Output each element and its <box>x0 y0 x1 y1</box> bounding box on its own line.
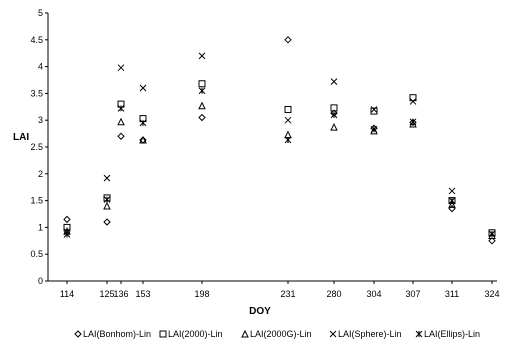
data-point-square <box>370 107 378 115</box>
data-point-triangle <box>103 201 111 210</box>
axes <box>47 13 497 282</box>
legend-label: LAI(Ellips)-Lin <box>424 329 480 339</box>
data-point-star <box>117 105 125 112</box>
x-tick-label: 307 <box>405 289 420 299</box>
data-point-x <box>198 52 206 60</box>
data-points <box>63 36 496 245</box>
legend-marker-star <box>415 330 423 338</box>
y-tick-label: 0 <box>38 276 43 286</box>
x-tick-label: 231 <box>280 289 295 299</box>
legend-marker-square <box>159 330 167 338</box>
data-point-square <box>330 104 338 112</box>
data-point-star <box>448 197 456 204</box>
legend-marker-triangle <box>241 329 249 338</box>
x-tick-label: 125 <box>99 289 114 299</box>
x-tick-label: 280 <box>326 289 341 299</box>
data-point-triangle <box>117 117 125 126</box>
legend-marker-x <box>329 330 337 338</box>
data-point-x <box>409 98 417 105</box>
data-point-triangle <box>139 135 147 144</box>
legend-label: LAI(Bonhom)-Lin <box>83 329 151 339</box>
y-tick-label: 1.5 <box>30 196 43 206</box>
data-point-triangle <box>330 123 338 131</box>
data-point-star <box>139 119 147 127</box>
data-point-triangle <box>198 101 206 110</box>
x-tick-label: 304 <box>366 289 381 299</box>
data-point-star <box>198 87 206 95</box>
data-point-diamond <box>63 215 71 224</box>
data-point-square <box>198 80 206 88</box>
data-point-star <box>370 125 378 133</box>
y-tick-label: 3.5 <box>30 88 43 98</box>
data-point-diamond <box>117 132 125 140</box>
x-tick-label: 136 <box>113 289 128 299</box>
data-point-square <box>409 94 417 102</box>
legend-label: LAI(2000G)-Lin <box>250 329 312 339</box>
data-point-diamond <box>409 118 417 127</box>
data-point-star <box>63 231 71 238</box>
y-tick-label: 3 <box>38 115 43 125</box>
data-point-square <box>284 105 292 113</box>
x-tick-label: 114 <box>60 289 74 299</box>
legend-label: LAI(Sphere)-Lin <box>338 329 402 339</box>
data-point-triangle <box>448 200 456 208</box>
legend-label: LAI(2000)-Lin <box>168 329 223 339</box>
y-tick-label: 4.5 <box>30 35 43 45</box>
data-point-star <box>488 230 496 238</box>
y-tick-label: 5 <box>38 8 43 18</box>
y-tick-label: 1 <box>38 222 43 232</box>
x-tick-label: 153 <box>135 289 150 299</box>
y-tick-label: 0.5 <box>30 249 43 259</box>
data-point-square <box>63 223 71 231</box>
data-point-diamond <box>488 237 496 245</box>
data-point-star <box>103 196 111 203</box>
data-point-star <box>284 136 292 144</box>
x-axis-label: DOY <box>249 306 271 317</box>
data-point-x <box>103 174 111 182</box>
data-point-diamond <box>103 218 111 226</box>
data-point-diamond <box>198 113 206 122</box>
data-point-x <box>448 187 456 195</box>
data-point-star <box>330 111 338 119</box>
legend-marker-diamond <box>74 330 82 338</box>
data-point-x <box>117 64 125 72</box>
y-tick-label: 4 <box>38 62 43 72</box>
y-tick-label: 2 <box>38 169 43 179</box>
x-tick-label: 311 <box>445 289 459 299</box>
data-point-x <box>284 116 292 124</box>
y-axis-label: LAI <box>13 132 29 143</box>
data-point-x <box>139 84 147 92</box>
tick-marks <box>45 12 493 284</box>
data-point-star <box>409 118 417 126</box>
x-tick-label: 324 <box>484 289 499 299</box>
data-point-triangle <box>284 130 292 139</box>
legend: LAI(Bonhom)-Lin LAI(2000)-Lin LAI(2000G)-L… <box>74 329 480 339</box>
data-point-x <box>330 78 338 85</box>
y-tick-label: 2.5 <box>30 142 43 152</box>
data-point-diamond <box>284 36 292 44</box>
data-point-x <box>370 106 378 113</box>
x-tick-label: 198 <box>194 289 209 299</box>
